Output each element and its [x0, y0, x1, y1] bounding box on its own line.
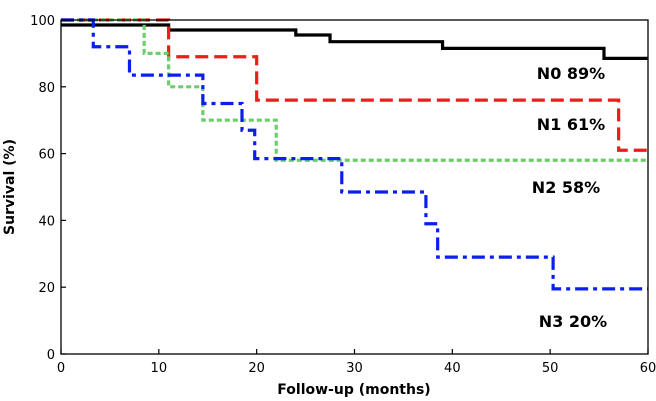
- plot-area: [61, 18, 648, 291]
- y-tick-label: 80: [38, 81, 55, 96]
- x-tick-label: 50: [542, 361, 559, 376]
- series-label-n1: N1 61%: [537, 115, 605, 134]
- series-label-n2: N2 58%: [532, 178, 600, 197]
- series-line-n2: [61, 18, 648, 162]
- x-tick-label: 0: [57, 361, 65, 376]
- x-tick-label: 20: [248, 361, 265, 376]
- x-tick-label: 60: [640, 361, 656, 376]
- y-tick-label: 100: [30, 14, 55, 29]
- series-line-n3: [61, 18, 648, 291]
- series-labels: N0 89% N1 61% N2 58% N3 20%: [532, 64, 607, 331]
- series-label-n3: N3 20%: [539, 312, 607, 331]
- y-tick-label: 40: [38, 214, 55, 229]
- y-tick-label: 20: [38, 281, 55, 296]
- y-tick-label: 60: [38, 148, 55, 163]
- y-axis-title: Survival (%): [2, 139, 18, 235]
- series-label-n0: N0 89%: [537, 64, 605, 83]
- x-axis-title: Follow-up (months): [277, 382, 430, 398]
- x-tick-label: 40: [444, 361, 461, 376]
- axes: 0 10 20 30 40 50 60 0 20 40 60 80 100: [30, 14, 656, 376]
- x-tick-label: 30: [346, 361, 363, 376]
- y-tick-label: 0: [47, 348, 55, 363]
- x-tick-label: 10: [151, 361, 168, 376]
- series-line-n1: [61, 18, 648, 152]
